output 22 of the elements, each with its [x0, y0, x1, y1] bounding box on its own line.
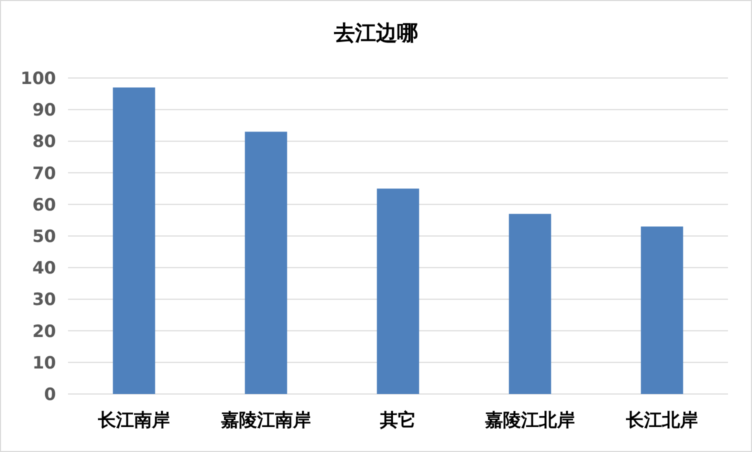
y-tick-label: 60: [32, 195, 56, 216]
x-tick-label: 其它: [379, 410, 416, 431]
y-tick-label: 90: [32, 100, 56, 121]
x-tick-label: 长江北岸: [625, 410, 698, 431]
x-tick-label: 长江南岸: [97, 410, 170, 431]
bar: [508, 214, 552, 394]
bar: [640, 226, 684, 394]
y-tick-label: 10: [32, 353, 56, 374]
bar: [376, 188, 420, 394]
y-tick-label: 50: [32, 227, 56, 247]
bar: [244, 132, 288, 394]
x-tick-label: 嘉陵江北岸: [485, 410, 575, 431]
y-tick-label: 100: [20, 69, 56, 89]
y-tick-label: 40: [32, 258, 56, 279]
y-tick-label: 70: [32, 164, 56, 184]
chart-title: 去江边哪: [333, 21, 418, 45]
y-tick-label: 0: [44, 385, 56, 405]
y-tick-label: 80: [32, 132, 56, 152]
y-tick-label: 20: [32, 322, 56, 342]
x-tick-label: 嘉陵江南岸: [221, 410, 311, 431]
y-tick-label: 30: [32, 290, 56, 310]
bar: [112, 87, 156, 394]
